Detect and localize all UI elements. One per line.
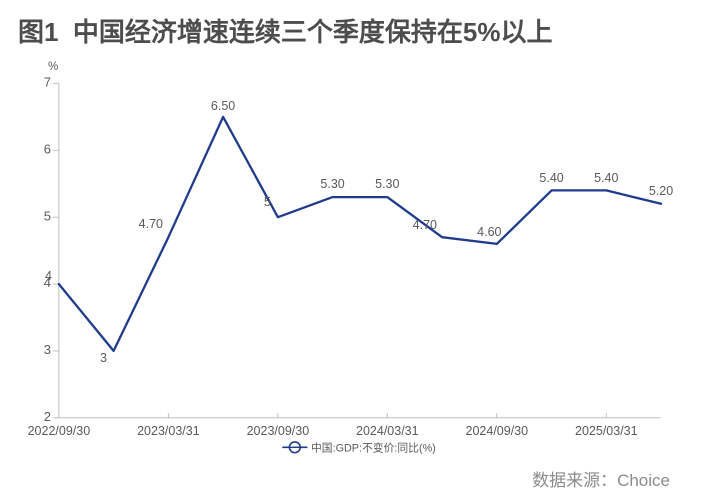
svg-text:2025/03/31: 2025/03/31 bbox=[575, 424, 638, 438]
svg-text:5.20: 5.20 bbox=[649, 184, 673, 198]
svg-text:4.60: 4.60 bbox=[477, 225, 501, 239]
svg-text:2023/03/31: 2023/03/31 bbox=[137, 424, 200, 438]
svg-text:5.30: 5.30 bbox=[375, 177, 399, 191]
svg-text:%: % bbox=[48, 61, 58, 73]
svg-text:6: 6 bbox=[44, 142, 51, 157]
svg-text:2024/03/31: 2024/03/31 bbox=[356, 424, 419, 438]
svg-text:3: 3 bbox=[100, 351, 107, 365]
svg-text:4.70: 4.70 bbox=[139, 217, 163, 231]
svg-text:5: 5 bbox=[44, 208, 51, 223]
svg-text:中国:GDP:不变价:同比(%): 中国:GDP:不变价:同比(%) bbox=[311, 441, 436, 455]
svg-text:2023/09/30: 2023/09/30 bbox=[247, 424, 310, 438]
svg-text:2: 2 bbox=[44, 409, 51, 424]
svg-text:3: 3 bbox=[44, 342, 51, 357]
svg-text:5: 5 bbox=[264, 195, 271, 209]
svg-text:4.70: 4.70 bbox=[413, 218, 437, 232]
svg-text:5.40: 5.40 bbox=[594, 171, 618, 185]
svg-text:4: 4 bbox=[45, 269, 52, 283]
svg-text:5.30: 5.30 bbox=[320, 177, 344, 191]
svg-text:6.50: 6.50 bbox=[211, 99, 235, 113]
svg-text:2022/09/30: 2022/09/30 bbox=[28, 424, 91, 438]
svg-text:2024/09/30: 2024/09/30 bbox=[466, 424, 529, 438]
svg-text:5.40: 5.40 bbox=[539, 171, 563, 185]
svg-text:7: 7 bbox=[44, 75, 51, 90]
